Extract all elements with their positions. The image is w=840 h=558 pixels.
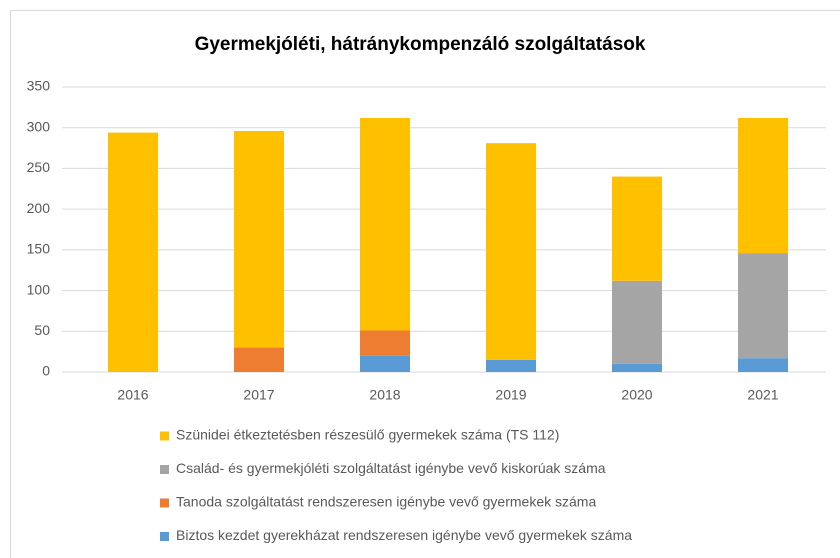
legend-label: Biztos kezdet gyerekházat rendszeresen i… bbox=[176, 527, 632, 543]
bar-segment bbox=[738, 253, 788, 359]
bar-segment bbox=[234, 130, 284, 348]
x-tick-label: 2016 bbox=[117, 387, 148, 403]
bar-segment bbox=[360, 330, 410, 356]
bar-segment bbox=[612, 280, 662, 364]
x-tick-label: 2017 bbox=[243, 387, 274, 403]
chart-title: Gyermekjóléti, hátránykompenzáló szolgál… bbox=[195, 34, 646, 55]
legend-swatch bbox=[160, 431, 169, 441]
y-tick-label: 50 bbox=[34, 322, 50, 338]
bar-segment bbox=[612, 176, 662, 281]
x-tick-label: 2019 bbox=[495, 387, 526, 403]
y-tick-label: 150 bbox=[27, 241, 51, 257]
x-tick-label: 2021 bbox=[747, 387, 778, 403]
bar-segment bbox=[738, 117, 788, 254]
legend-label: Szünidei étkeztetésben részesülő gyermek… bbox=[176, 427, 559, 443]
y-tick-label: 100 bbox=[27, 281, 51, 297]
bar-segment bbox=[234, 347, 284, 372]
bar-segment bbox=[486, 143, 536, 360]
y-tick-label: 200 bbox=[27, 200, 51, 216]
legend-swatch bbox=[160, 532, 169, 541]
y-tick-label: 300 bbox=[27, 118, 51, 134]
legend-label: Család- és gyermekjóléti szolgáltatást i… bbox=[176, 460, 606, 476]
x-tick-label: 2020 bbox=[621, 387, 652, 403]
bar-segment bbox=[360, 355, 410, 372]
legend-swatch bbox=[160, 465, 169, 474]
x-tick-label: 2018 bbox=[369, 387, 400, 403]
bar-segment bbox=[486, 359, 536, 372]
bar-segment bbox=[738, 358, 788, 372]
y-tick-label: 350 bbox=[27, 78, 51, 94]
legend-label: Tanoda szolgáltatást rendszeresen igényb… bbox=[176, 494, 596, 510]
bar-segment bbox=[612, 363, 662, 372]
legend-swatch bbox=[160, 498, 169, 508]
bar-segment bbox=[108, 132, 158, 372]
y-tick-label: 250 bbox=[27, 159, 51, 175]
y-tick-label: 0 bbox=[42, 363, 50, 379]
bar-segment bbox=[360, 117, 410, 331]
